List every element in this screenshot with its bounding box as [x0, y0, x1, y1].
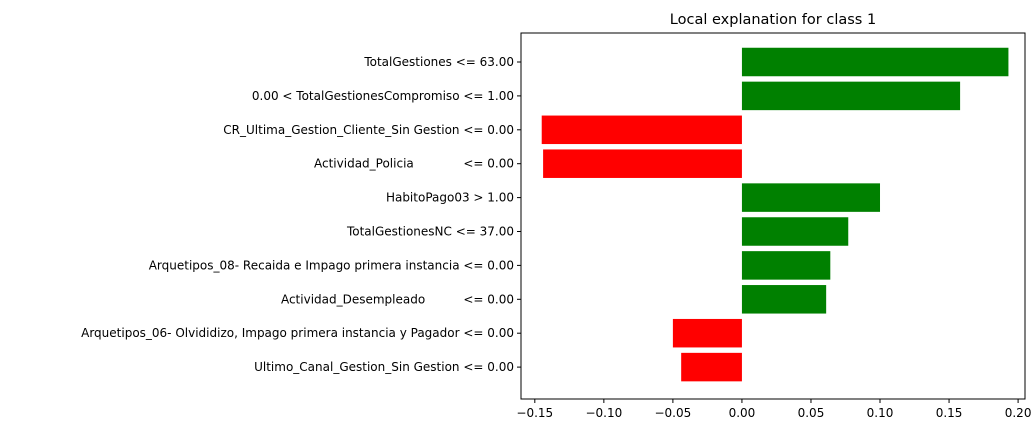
plot-frame: [520, 32, 1026, 400]
category-label-4: HabitoPago03 > 1.00: [386, 191, 514, 205]
bar-7: [741, 285, 827, 314]
x-tick-label-3: 0.00: [729, 406, 756, 420]
x-tick-label-6: 0.15: [936, 406, 963, 420]
bar-4: [741, 183, 881, 212]
category-label-8: Arquetipos_06- Olvididizo, Impago primer…: [81, 326, 514, 340]
bar-1: [741, 81, 961, 111]
category-label-9: Ultimo_Canal_Gestion_Sin Gestion <= 0.00: [254, 360, 514, 374]
x-tick-label-5: 0.10: [867, 406, 894, 420]
x-ticks-group: −0.15 −0.10 −0.05 0.00 0.05 0.10 0.15 0.20: [516, 399, 1031, 420]
category-label-2: CR_Ultima_Gestion_Cliente_Sin Gestion <=…: [223, 123, 514, 137]
bar-0: [741, 47, 1009, 77]
x-tick-label-1: −0.10: [585, 406, 622, 420]
bars-group: [541, 47, 1009, 382]
bar-5: [741, 217, 849, 246]
bar-2: [541, 115, 742, 145]
category-labels-group: TotalGestiones <= 63.00 0.00 < TotalGesti…: [81, 55, 521, 374]
category-label-3: Actividad_Policia <= 0.00: [314, 157, 514, 171]
x-tick-label-2: −0.05: [654, 406, 691, 420]
category-label-0: TotalGestiones <= 63.00: [363, 55, 514, 69]
category-label-7: Actividad_Desempleado <= 0.00: [281, 292, 514, 306]
chart-title: Local explanation for class 1: [670, 12, 876, 28]
bar-9: [681, 352, 742, 382]
bar-3: [543, 149, 742, 178]
x-tick-label-0: −0.15: [516, 406, 553, 420]
bar-8: [672, 318, 742, 348]
bar-6: [741, 251, 831, 280]
category-label-6: Arquetipos_08- Recaida e Impago primera …: [149, 258, 514, 272]
x-tick-label-4: 0.05: [798, 406, 825, 420]
category-label-5: TotalGestionesNC <= 37.00: [346, 225, 514, 239]
x-tick-label-7: 0.20: [1005, 406, 1032, 420]
category-label-1: 0.00 < TotalGestionesCompromiso <= 1.00: [252, 89, 514, 103]
